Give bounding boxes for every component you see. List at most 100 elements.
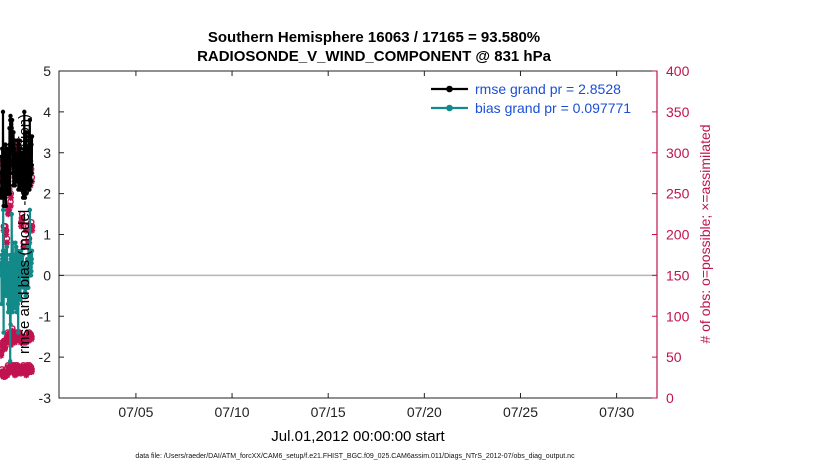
assimilated-obs-marker <box>28 368 35 376</box>
bias-point <box>25 281 30 286</box>
assimilated-obs-marker <box>7 194 14 201</box>
rmse-point <box>7 191 13 196</box>
y-axis-left: -3 -2 -1 0 1 2 3 4 5 <box>39 63 64 406</box>
x-axis-label: Jul.01,2012 00:00:00 start <box>271 428 445 445</box>
bias-point <box>20 252 26 258</box>
rmse-point <box>29 134 35 139</box>
y-right-tick-label: 400 <box>666 63 690 79</box>
bias-point <box>2 273 7 278</box>
assimilated-obs-marker <box>18 219 26 226</box>
rmse-point <box>5 166 10 172</box>
bias-point <box>17 281 23 286</box>
bias-point <box>0 301 4 307</box>
rmse-point <box>16 138 22 143</box>
rmse-point <box>23 162 29 168</box>
rmse-point <box>22 109 27 115</box>
rmse-point <box>29 179 34 184</box>
y-tick-label: 2 <box>43 186 51 202</box>
bias-point <box>12 289 18 294</box>
bias-point <box>8 322 13 327</box>
bias-point <box>4 244 10 249</box>
rmse-point <box>21 154 27 160</box>
rmse-point <box>1 175 7 180</box>
bias-point <box>29 269 34 274</box>
rmse-point <box>6 170 11 176</box>
rmse-point <box>3 142 8 147</box>
chart-title-line2: RADIOSONDE_V_WIND_COMPONENT @ 831 hPa <box>197 48 552 65</box>
bias-point <box>9 211 14 217</box>
bias-point <box>14 244 19 249</box>
data-file-footnote: data file: /Users/raeder/DAI/ATM_forcXX/… <box>135 453 575 460</box>
assimilated-obs-marker <box>25 227 32 234</box>
bias-point <box>23 277 29 282</box>
rmse-point <box>29 170 34 176</box>
y-tick-label: 4 <box>43 104 51 120</box>
bias-point <box>7 293 12 299</box>
rmse-point <box>22 195 28 200</box>
bias-point <box>17 265 23 270</box>
assimilated-obs-marker <box>0 352 5 359</box>
rmse-point <box>26 130 31 135</box>
assimilated-obs-marker <box>1 345 9 353</box>
rmse-point <box>27 117 33 123</box>
bias-point <box>7 281 12 286</box>
rmse-point <box>21 146 27 151</box>
x-tick-label: 07/30 <box>599 404 634 420</box>
assimilated-obs-marker <box>18 214 26 222</box>
assimilated-obs-marker <box>2 231 10 238</box>
rmse-point <box>28 150 33 155</box>
rmse-point <box>20 166 25 172</box>
bias-point <box>1 330 6 335</box>
legend: rmse grand pr = 2.8528 bias grand pr = 0… <box>431 81 631 116</box>
rmse-point <box>9 117 15 123</box>
rmse-point <box>28 138 34 143</box>
rmse-point <box>16 154 21 160</box>
plot-area <box>59 71 657 398</box>
bias-point <box>26 244 31 249</box>
rmse-point <box>8 134 14 139</box>
bias-point <box>18 297 23 303</box>
rmse-point <box>19 183 24 188</box>
bias-point <box>17 256 22 262</box>
y-tick-label: 3 <box>43 145 51 161</box>
y-right-tick-label: 350 <box>666 104 690 120</box>
bias-point <box>6 277 11 282</box>
y-tick-label: 0 <box>43 267 51 283</box>
bias-point <box>15 273 20 278</box>
bias-point <box>0 207 6 213</box>
bias-point <box>10 277 15 282</box>
assimilated-obs-marker <box>7 202 14 210</box>
rmse-point <box>24 175 30 180</box>
bias-point <box>5 269 10 274</box>
bias-point <box>13 240 18 245</box>
bias-point <box>7 260 12 266</box>
bias-point <box>23 260 29 266</box>
y-axis-right: 0 50 100 150 200 250 300 350 400 <box>652 63 690 406</box>
rmse-point <box>0 154 4 160</box>
legend-bias-marker <box>446 104 453 112</box>
rmse-point <box>11 146 17 151</box>
assimilated-obs-marker <box>9 331 17 338</box>
y-right-tick-label: 300 <box>666 145 690 161</box>
bias-point <box>7 359 13 364</box>
bias-point <box>15 301 21 307</box>
rmse-point <box>17 142 22 147</box>
rmse-point <box>7 183 12 188</box>
bias-point <box>8 305 14 311</box>
bias-point <box>15 330 21 335</box>
rmse-point <box>16 175 22 180</box>
x-tick-label: 07/20 <box>407 404 442 420</box>
rmse-point <box>8 121 14 127</box>
assimilated-obs-marker <box>28 227 36 234</box>
bias-point <box>6 309 11 315</box>
y-right-tick-label: 150 <box>666 267 690 283</box>
x-axis: 07/05 07/10 07/15 07/20 07/25 07/30 <box>118 71 634 420</box>
bias-point <box>0 256 5 262</box>
bias-point <box>29 256 35 262</box>
legend-rmse-label: rmse grand pr = 2.8528 <box>475 81 621 97</box>
bias-point <box>13 297 18 303</box>
rmse-point <box>29 142 34 147</box>
y-tick-label: -2 <box>39 349 52 365</box>
assimilated-obs-marker <box>5 210 12 218</box>
